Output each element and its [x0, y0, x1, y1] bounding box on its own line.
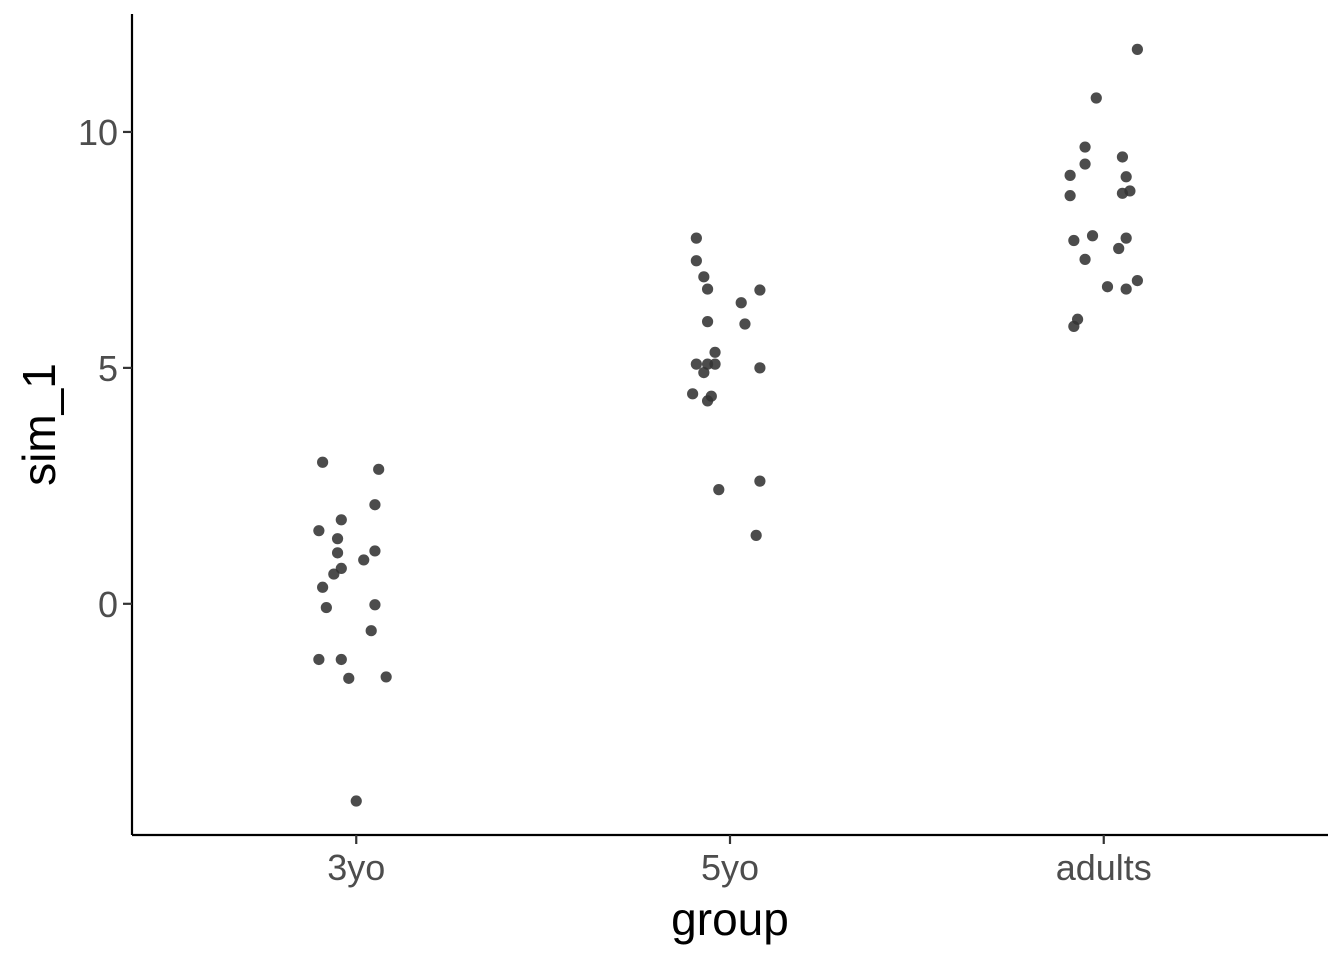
data-point	[331, 533, 344, 545]
data-point	[358, 554, 370, 566]
data-point	[1131, 43, 1143, 55]
data-point	[331, 547, 344, 559]
y-tick-label: 5	[98, 348, 118, 389]
data-point	[1101, 281, 1114, 293]
data-point	[1068, 320, 1080, 332]
data-point	[709, 346, 721, 358]
y-tick-label: 10	[78, 112, 118, 153]
data-point	[317, 456, 329, 468]
data-point	[1116, 151, 1129, 163]
data-point	[690, 255, 702, 267]
data-point	[369, 599, 381, 611]
data-point	[335, 514, 347, 526]
data-point	[713, 484, 725, 496]
x-axis-title: group	[671, 893, 789, 945]
data-point	[739, 318, 751, 330]
data-point	[698, 366, 710, 379]
data-point	[317, 581, 329, 593]
data-point	[373, 463, 385, 475]
data-point	[701, 316, 714, 328]
data-point	[754, 362, 766, 374]
data-point	[313, 653, 325, 666]
data-point	[698, 271, 710, 283]
data-point	[754, 475, 766, 487]
data-point	[313, 525, 325, 537]
data-point	[1120, 283, 1132, 295]
data-point	[701, 395, 714, 407]
data-point	[701, 283, 714, 295]
x-tick-label: 3yo	[327, 847, 385, 888]
x-tick-label: 5yo	[701, 847, 759, 888]
data-point	[709, 358, 721, 370]
data-point	[1120, 232, 1132, 244]
y-axis-title: sim_1	[13, 363, 65, 486]
y-axis-ticks: 0 5 10	[78, 112, 132, 625]
data-point	[1086, 230, 1099, 242]
data-point	[1079, 141, 1091, 153]
data-point	[687, 388, 699, 400]
data-point	[754, 284, 766, 296]
data-point	[1131, 274, 1143, 287]
data-point	[750, 529, 762, 541]
data-point	[1079, 253, 1091, 265]
data-point	[343, 672, 355, 684]
data-point	[335, 653, 347, 666]
data-point	[369, 545, 381, 557]
y-tick-label: 0	[98, 584, 118, 625]
data-point	[1079, 158, 1091, 170]
data-point	[1064, 169, 1076, 181]
data-point	[380, 671, 392, 683]
data-point	[328, 568, 340, 580]
data-point	[365, 625, 377, 637]
data-point	[1064, 190, 1076, 202]
data-point	[320, 601, 332, 614]
x-tick-label: adults	[1056, 847, 1152, 888]
x-axis-ticks: 3yo 5yo adults	[327, 835, 1152, 888]
data-point	[1120, 171, 1132, 183]
data-point	[1090, 92, 1102, 104]
data-point	[690, 358, 702, 370]
data-point	[350, 795, 362, 807]
data-point	[690, 232, 702, 244]
data-point	[1068, 234, 1080, 247]
data-point	[1113, 242, 1125, 255]
points-layer	[313, 43, 1143, 807]
data-point	[1116, 187, 1129, 199]
data-point	[369, 499, 381, 511]
data-point	[735, 297, 747, 309]
